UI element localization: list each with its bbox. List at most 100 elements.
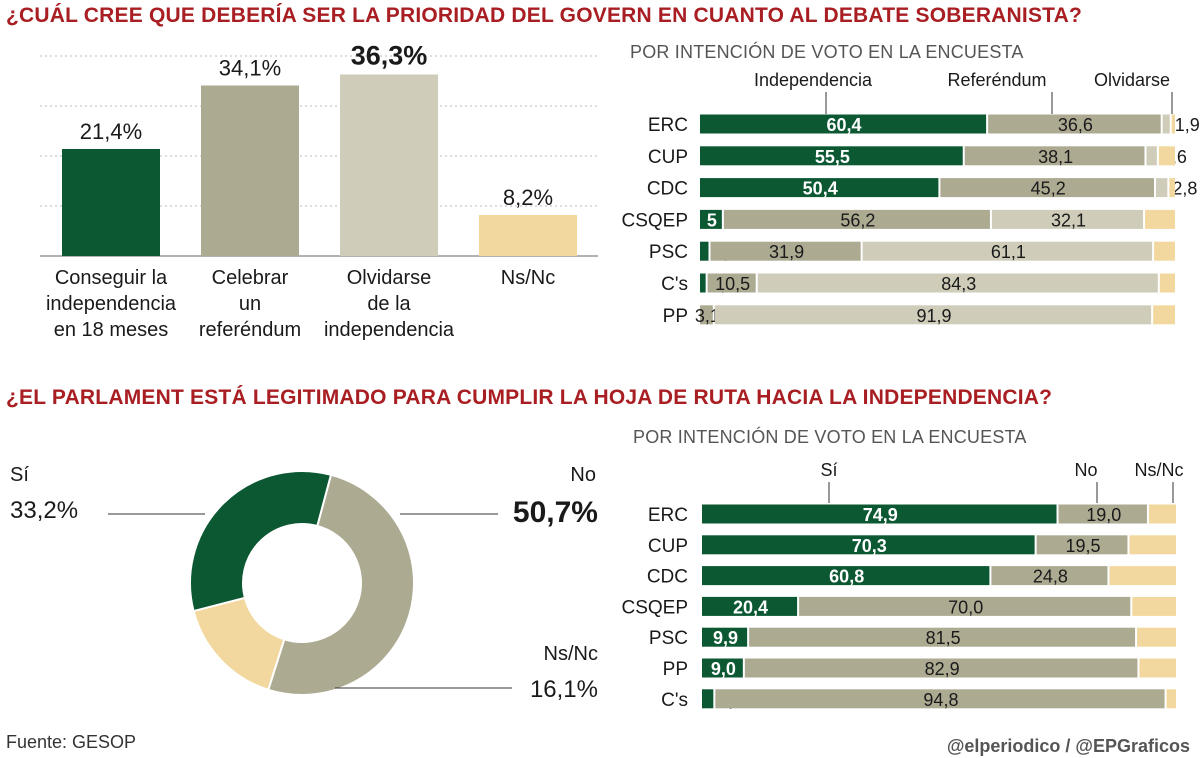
segment-value-label: 38,1 bbox=[1038, 147, 1073, 167]
segment-value-label: 5 bbox=[707, 210, 717, 230]
segment-value-label: 56,2 bbox=[840, 210, 875, 230]
bar-segment bbox=[700, 146, 963, 166]
bar-segment bbox=[940, 178, 1155, 198]
party-label: C's bbox=[661, 274, 688, 295]
party-label: CUP bbox=[648, 536, 688, 557]
segment-value-label: 50,4 bbox=[803, 179, 838, 199]
segment-value-label: 19,0 bbox=[1086, 505, 1121, 525]
bar-segment bbox=[700, 209, 722, 229]
party-label: CDC bbox=[647, 567, 688, 588]
bar-segment bbox=[1171, 114, 1175, 134]
slice-name-label: Ns/Nc bbox=[544, 643, 598, 665]
segment-value-label: 10,5 bbox=[715, 274, 750, 294]
bar-segment bbox=[702, 596, 798, 616]
legend-label: Sí bbox=[820, 460, 837, 480]
category-label: independencia bbox=[46, 293, 177, 315]
party-label: PP bbox=[663, 306, 688, 327]
slice-value-label: 33,2% bbox=[10, 497, 78, 524]
party-label: PSC bbox=[649, 628, 688, 649]
segment-value-label: 9,0 bbox=[711, 659, 736, 679]
bar-segment bbox=[1129, 535, 1176, 555]
segment-value-label: 9,9 bbox=[713, 628, 738, 648]
bar-segment bbox=[702, 504, 1057, 524]
bar-segment bbox=[1153, 305, 1175, 325]
bar-segment bbox=[1132, 596, 1176, 616]
bar bbox=[479, 215, 577, 256]
segment-value-label: 82,9 bbox=[925, 659, 960, 679]
bar-segment bbox=[700, 178, 939, 198]
subtitle-1: POR INTENCIÓN DE VOTO EN LA ENCUESTA bbox=[630, 42, 1024, 62]
segment-value-label: 1,9 bbox=[1175, 115, 1200, 135]
segment-value-label: 94,8 bbox=[923, 690, 958, 710]
donut-slice bbox=[192, 596, 286, 692]
bar-segment bbox=[723, 209, 990, 229]
segment-value-label: 3,1 bbox=[695, 306, 720, 326]
bar-segment bbox=[702, 689, 714, 709]
question-2-title: ¿EL PARLAMENT ESTÁ LEGITIMADO PARA CUMPL… bbox=[6, 386, 1053, 409]
bar-segment bbox=[702, 566, 990, 586]
bar-segment bbox=[1058, 504, 1147, 524]
segment-value-label: 2,8 bbox=[1172, 179, 1197, 199]
bar-segment bbox=[714, 305, 1152, 325]
party-label: ERC bbox=[648, 505, 688, 526]
segment-value-label: 36,6 bbox=[1058, 115, 1093, 135]
bar-value-label: 8,2% bbox=[503, 185, 553, 210]
category-label: referéndum bbox=[199, 319, 301, 341]
legend-label: Referéndum bbox=[947, 70, 1046, 90]
legend-label: No bbox=[1074, 460, 1097, 480]
bar-segment bbox=[700, 273, 706, 293]
bar-segment bbox=[1146, 146, 1157, 166]
slice-value-label: 50,7% bbox=[513, 496, 598, 529]
donut-slice bbox=[267, 473, 415, 696]
segment-value-label: 60,4 bbox=[827, 115, 862, 135]
slice-name-label: No bbox=[570, 464, 596, 486]
segment-value-label: 91,9 bbox=[916, 306, 951, 326]
bar-segment bbox=[1158, 146, 1175, 166]
bar bbox=[340, 74, 438, 256]
segment-value-label: 24,8 bbox=[1033, 567, 1068, 587]
bar-segment bbox=[700, 305, 713, 325]
category-label: en 18 meses bbox=[54, 319, 169, 341]
bar-segment bbox=[799, 596, 1131, 616]
bar-segment bbox=[862, 241, 1153, 261]
party-label: CUP bbox=[648, 147, 688, 168]
source-note: Fuente: GESOP bbox=[6, 732, 137, 752]
bar-segment bbox=[991, 209, 1144, 229]
segment-value-label: 55,5 bbox=[815, 147, 850, 167]
bar-segment bbox=[710, 241, 861, 261]
bar-segment bbox=[988, 114, 1161, 134]
category-label: independencia bbox=[324, 319, 455, 341]
donut-slice bbox=[189, 470, 333, 613]
bar-value-label: 21,4% bbox=[80, 119, 142, 144]
bar-value-label: 36,3% bbox=[351, 41, 428, 71]
bar-segment bbox=[1036, 535, 1128, 555]
category-label: un bbox=[239, 293, 261, 315]
bar-segment bbox=[1148, 504, 1176, 524]
bar-segment bbox=[1156, 178, 1168, 198]
bar-value-label: 34,1% bbox=[219, 56, 281, 81]
bar-segment bbox=[1166, 689, 1176, 709]
category-label: Celebrar bbox=[212, 267, 289, 289]
legend-label: Ns/Nc bbox=[1135, 460, 1184, 480]
segment-value-label: 61,1 bbox=[991, 242, 1026, 262]
bar-segment bbox=[702, 535, 1035, 555]
bar-segment bbox=[1137, 627, 1176, 647]
party-label: C's bbox=[661, 690, 688, 711]
segment-value-label: 19,5 bbox=[1066, 536, 1101, 556]
category-label: Conseguir la bbox=[55, 267, 168, 289]
bar-segment bbox=[1145, 209, 1175, 229]
bar-segment bbox=[1109, 566, 1176, 586]
party-label: CSQEP bbox=[621, 210, 688, 231]
segment-value-label: 31,9 bbox=[769, 242, 804, 262]
segment-value-label: 45,2 bbox=[1031, 179, 1066, 199]
bar bbox=[62, 149, 160, 256]
segment-value-label: 60,8 bbox=[829, 567, 864, 587]
bar-segment bbox=[1169, 178, 1175, 198]
segment-value-label: 70,0 bbox=[948, 597, 983, 617]
bar bbox=[201, 85, 299, 256]
bar-segment bbox=[744, 658, 1138, 678]
bar-segment bbox=[1162, 114, 1170, 134]
segment-value-label: 84,3 bbox=[941, 274, 976, 294]
segment-value-label: 74,9 bbox=[863, 505, 898, 525]
